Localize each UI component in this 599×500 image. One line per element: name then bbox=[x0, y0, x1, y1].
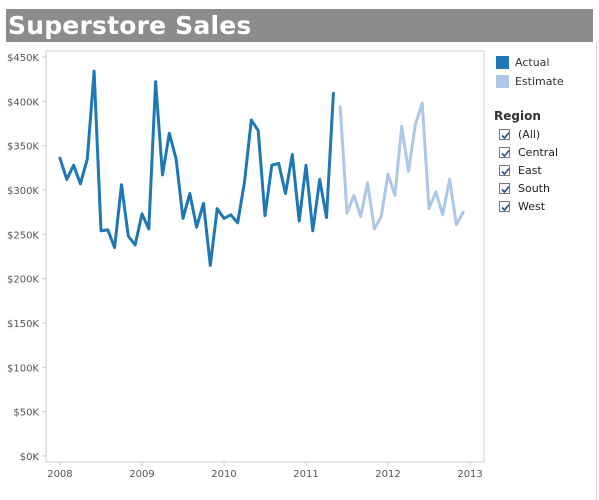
legend-label-actual: Actual bbox=[515, 56, 550, 69]
x-tick-label: 2010 bbox=[211, 469, 236, 480]
x-tick-label: 2013 bbox=[457, 469, 482, 480]
y-tick-label: $50K bbox=[13, 408, 39, 419]
title-bar: Superstore Sales bbox=[6, 9, 593, 42]
y-tick-label: $100K bbox=[7, 363, 39, 374]
y-tick-label: $250K bbox=[7, 230, 39, 241]
y-axis: $450K $400K $350K $300K $250K $200K $150K $100K… bbox=[7, 53, 46, 463]
region-filter-title: Region bbox=[494, 109, 541, 123]
y-tick-label: $350K bbox=[7, 142, 39, 153]
x-tick-label: 2012 bbox=[375, 469, 400, 480]
check-icon bbox=[501, 131, 510, 140]
check-icon bbox=[501, 185, 510, 194]
check-icon bbox=[501, 149, 510, 158]
filter-label-all: (All) bbox=[518, 128, 541, 141]
filter-label-west: West bbox=[518, 200, 546, 213]
x-tick-label: 2009 bbox=[129, 469, 154, 480]
checkbox-south[interactable] bbox=[499, 183, 510, 194]
series-layer bbox=[58, 69, 465, 267]
check-icon bbox=[501, 167, 510, 176]
color-legend: Actual Estimate bbox=[495, 55, 595, 95]
filter-label-central: Central bbox=[518, 146, 559, 159]
plot-area bbox=[45, 50, 485, 463]
series-line-actual bbox=[58, 69, 335, 267]
y-tick-label: $0K bbox=[20, 452, 40, 463]
checkbox-central[interactable] bbox=[499, 147, 510, 158]
x-tick-label: 2008 bbox=[47, 469, 72, 480]
check-icon bbox=[501, 203, 510, 212]
y-tick-label: $150K bbox=[7, 319, 39, 330]
series-line-estimate bbox=[338, 101, 465, 231]
legend-swatch-estimate bbox=[496, 75, 509, 88]
dashboard-title: Superstore Sales bbox=[8, 11, 252, 40]
y-tick-label: $200K bbox=[7, 275, 39, 286]
filter-label-south: South bbox=[518, 182, 550, 195]
checkbox-all[interactable] bbox=[499, 129, 510, 140]
divider bbox=[596, 42, 597, 500]
y-tick-label: $450K bbox=[7, 53, 39, 64]
y-tick-label: $400K bbox=[7, 97, 39, 108]
filter-label-east: East bbox=[518, 164, 542, 177]
x-axis: 2008 2009 2010 2011 2012 2013 bbox=[47, 462, 483, 480]
checkbox-west[interactable] bbox=[499, 201, 510, 212]
legend-swatch-actual bbox=[496, 56, 509, 69]
x-tick-label: 2011 bbox=[293, 469, 318, 480]
y-tick-label: $300K bbox=[7, 186, 39, 197]
checkbox-east[interactable] bbox=[499, 165, 510, 176]
legend-label-estimate: Estimate bbox=[515, 75, 564, 88]
